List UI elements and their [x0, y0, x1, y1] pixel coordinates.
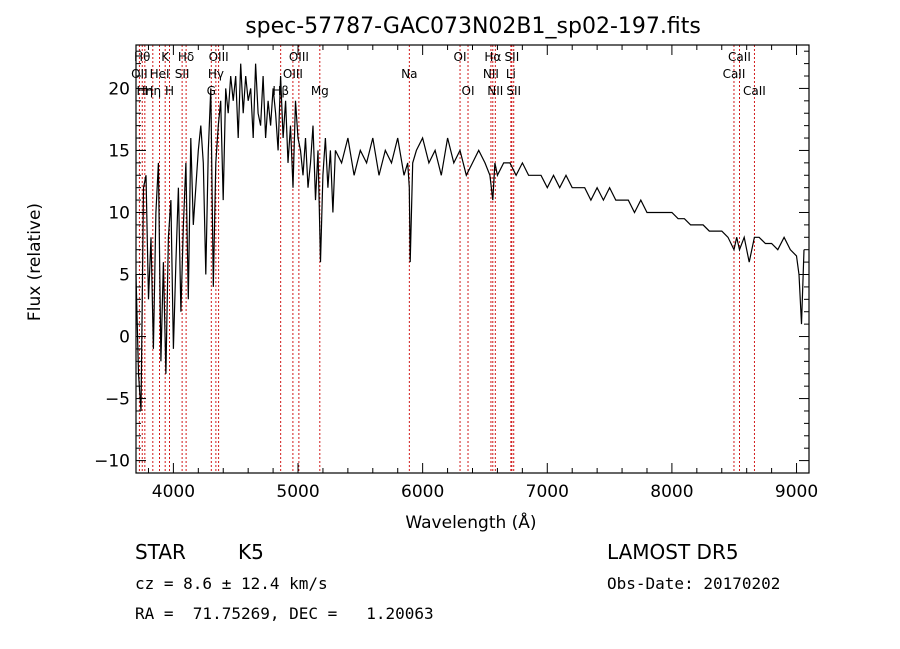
x-tick-label: 6000 — [401, 482, 444, 502]
spectral-line-label: NII — [483, 67, 499, 81]
spectral-line-label: Hγ — [208, 67, 224, 81]
spectral-line-label: Hη — [137, 84, 154, 98]
spectral-line-label: NII — [487, 84, 503, 98]
spectral-line-label: SII — [506, 84, 521, 98]
spectral-line-label: K — [161, 50, 170, 64]
spectral-line-label: SII — [175, 67, 190, 81]
spectral-line-label: H — [165, 84, 174, 98]
spectral-line-label: Hδ — [178, 50, 194, 64]
coordinates: RA = 71.75269, DEC = 1.20063 — [135, 604, 434, 623]
y-axis-label: Flux (relative) — [25, 203, 45, 321]
spectral-line-label: OI — [462, 84, 475, 98]
observation-date: Obs-Date: 20170202 — [607, 574, 781, 593]
y-tick-label: 10 — [108, 203, 130, 223]
y-tick-label: 20 — [108, 79, 130, 99]
spectral-line-label: OII — [131, 67, 148, 81]
spectral-line-label: OIII — [209, 50, 229, 64]
spectral-line-label: Hα — [484, 50, 501, 64]
spectral-line-label: Hθ — [134, 50, 150, 64]
x-axis-label: Wavelength (Å) — [405, 511, 536, 533]
y-tick-label: 5 — [119, 266, 130, 286]
x-tick-label: 8000 — [650, 482, 693, 502]
spectral-line-label: CaII — [723, 67, 746, 81]
y-tick-label: 0 — [119, 328, 130, 348]
object-subclass: K5 — [238, 540, 264, 564]
spectral-line-label: Hη — [145, 84, 162, 98]
x-tick-label: 9000 — [775, 482, 818, 502]
survey-name: LAMOST DR5 — [607, 540, 739, 564]
spectral-line-label: Na — [401, 67, 417, 81]
spectral-line-label: OI — [454, 50, 467, 64]
x-tick-label: 7000 — [526, 482, 569, 502]
y-axis-ticks: −10 −5 0 5 10 15 20 — [94, 50, 809, 474]
spectral-line-markers — [138, 45, 755, 473]
spectral-line-label: CaII — [728, 50, 751, 64]
spectral-line-label: Li — [506, 67, 516, 81]
spectral-line-label: OIII — [283, 67, 303, 81]
spectral-line-label: CaII — [743, 84, 766, 98]
redshift-cz: cz = 8.6 ± 12.4 km/s — [135, 574, 328, 593]
y-tick-label: 15 — [108, 141, 130, 161]
spectrum-series-line — [135, 63, 805, 412]
spectral-line-label: Mg — [311, 84, 329, 98]
spectral-line-label: OIII — [289, 50, 309, 64]
y-tick-label: −5 — [105, 390, 130, 410]
spectral-line-label: SII — [505, 50, 520, 64]
spectral-line-label: HeI — [150, 67, 170, 81]
x-axis-ticks: 4000 5000 6000 7000 8000 9000 — [147, 45, 818, 502]
chart-title: spec-57787-GAC073N02B1_sp02-197.fits — [245, 14, 701, 39]
y-tick-label: −10 — [94, 452, 130, 472]
x-tick-label: 5000 — [276, 482, 319, 502]
x-tick-label: 4000 — [152, 482, 195, 502]
object-class: STAR — [135, 540, 186, 564]
